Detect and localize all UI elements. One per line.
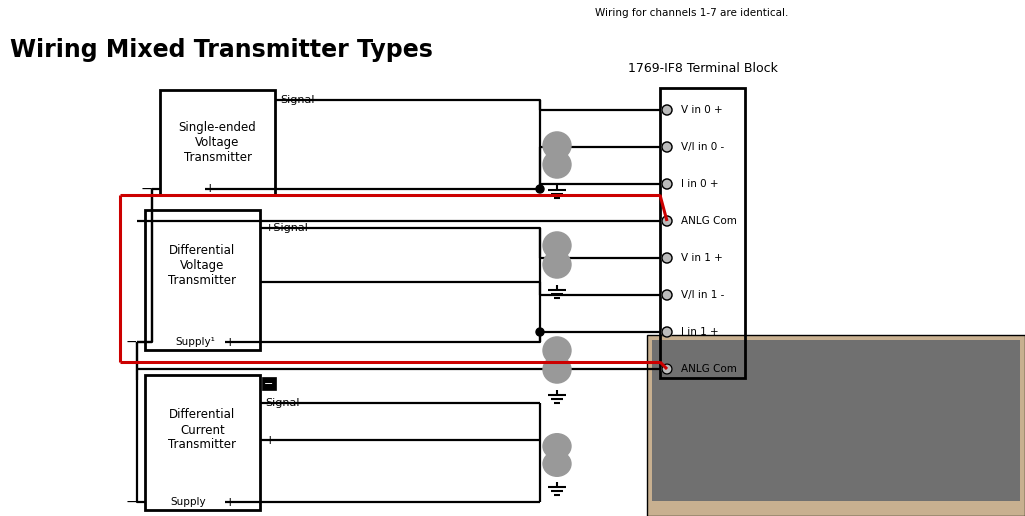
- Circle shape: [662, 290, 672, 300]
- Text: +: +: [226, 335, 236, 348]
- Text: −: −: [125, 495, 137, 509]
- Bar: [145, 375, 260, 510]
- Ellipse shape: [543, 251, 571, 278]
- Text: Signal: Signal: [280, 95, 315, 105]
- Text: +: +: [226, 495, 236, 508]
- Text: −: −: [140, 182, 152, 196]
- Bar: [652, 340, 1020, 501]
- Bar: [262, 377, 276, 390]
- Text: V in 1 +: V in 1 +: [681, 253, 723, 263]
- Text: Single-ended
Voltage
Transmitter: Single-ended Voltage Transmitter: [178, 121, 256, 164]
- Text: −: −: [125, 335, 137, 349]
- Text: ANLG Com: ANLG Com: [681, 216, 737, 226]
- Ellipse shape: [543, 434, 571, 459]
- Text: +: +: [205, 183, 215, 196]
- Circle shape: [662, 216, 672, 226]
- Text: −: −: [264, 379, 274, 389]
- Text: Wiring Mixed Transmitter Types: Wiring Mixed Transmitter Types: [10, 38, 433, 62]
- Text: ANLG Com: ANLG Com: [681, 364, 737, 374]
- Circle shape: [662, 364, 672, 374]
- Text: Supply¹: Supply¹: [175, 337, 215, 347]
- Text: Wiring for channels 1-7 are identical.: Wiring for channels 1-7 are identical.: [594, 8, 788, 18]
- Circle shape: [662, 179, 672, 189]
- Circle shape: [662, 142, 672, 152]
- Bar: [145, 210, 260, 350]
- Text: I in 0 +: I in 0 +: [681, 179, 719, 189]
- Text: V/I in 1 -: V/I in 1 -: [681, 290, 725, 300]
- Circle shape: [662, 327, 672, 337]
- Circle shape: [662, 253, 672, 263]
- Text: Signal: Signal: [265, 398, 299, 408]
- Text: V in 0 +: V in 0 +: [681, 105, 723, 115]
- Circle shape: [536, 328, 544, 336]
- Ellipse shape: [543, 232, 571, 259]
- Text: Supply: Supply: [170, 497, 206, 507]
- Ellipse shape: [543, 356, 571, 383]
- Bar: [660, 88, 745, 378]
- Circle shape: [662, 105, 672, 115]
- Text: I in 1 +: I in 1 +: [681, 327, 719, 337]
- Ellipse shape: [543, 151, 571, 178]
- Text: V/I in 0 -: V/I in 0 -: [681, 142, 725, 152]
- Ellipse shape: [543, 132, 571, 159]
- Text: Differential
Current
Transmitter: Differential Current Transmitter: [168, 409, 237, 452]
- Ellipse shape: [543, 337, 571, 364]
- Bar: [647, 335, 1025, 516]
- Ellipse shape: [543, 452, 571, 476]
- Text: 1769-IF8 Terminal Block: 1769-IF8 Terminal Block: [627, 62, 777, 75]
- Bar: [160, 90, 275, 195]
- Text: +Signal: +Signal: [265, 223, 309, 233]
- Circle shape: [536, 185, 544, 193]
- Text: −: −: [265, 275, 277, 289]
- Text: +: +: [265, 433, 276, 446]
- Text: Differential
Voltage
Transmitter: Differential Voltage Transmitter: [168, 244, 237, 286]
